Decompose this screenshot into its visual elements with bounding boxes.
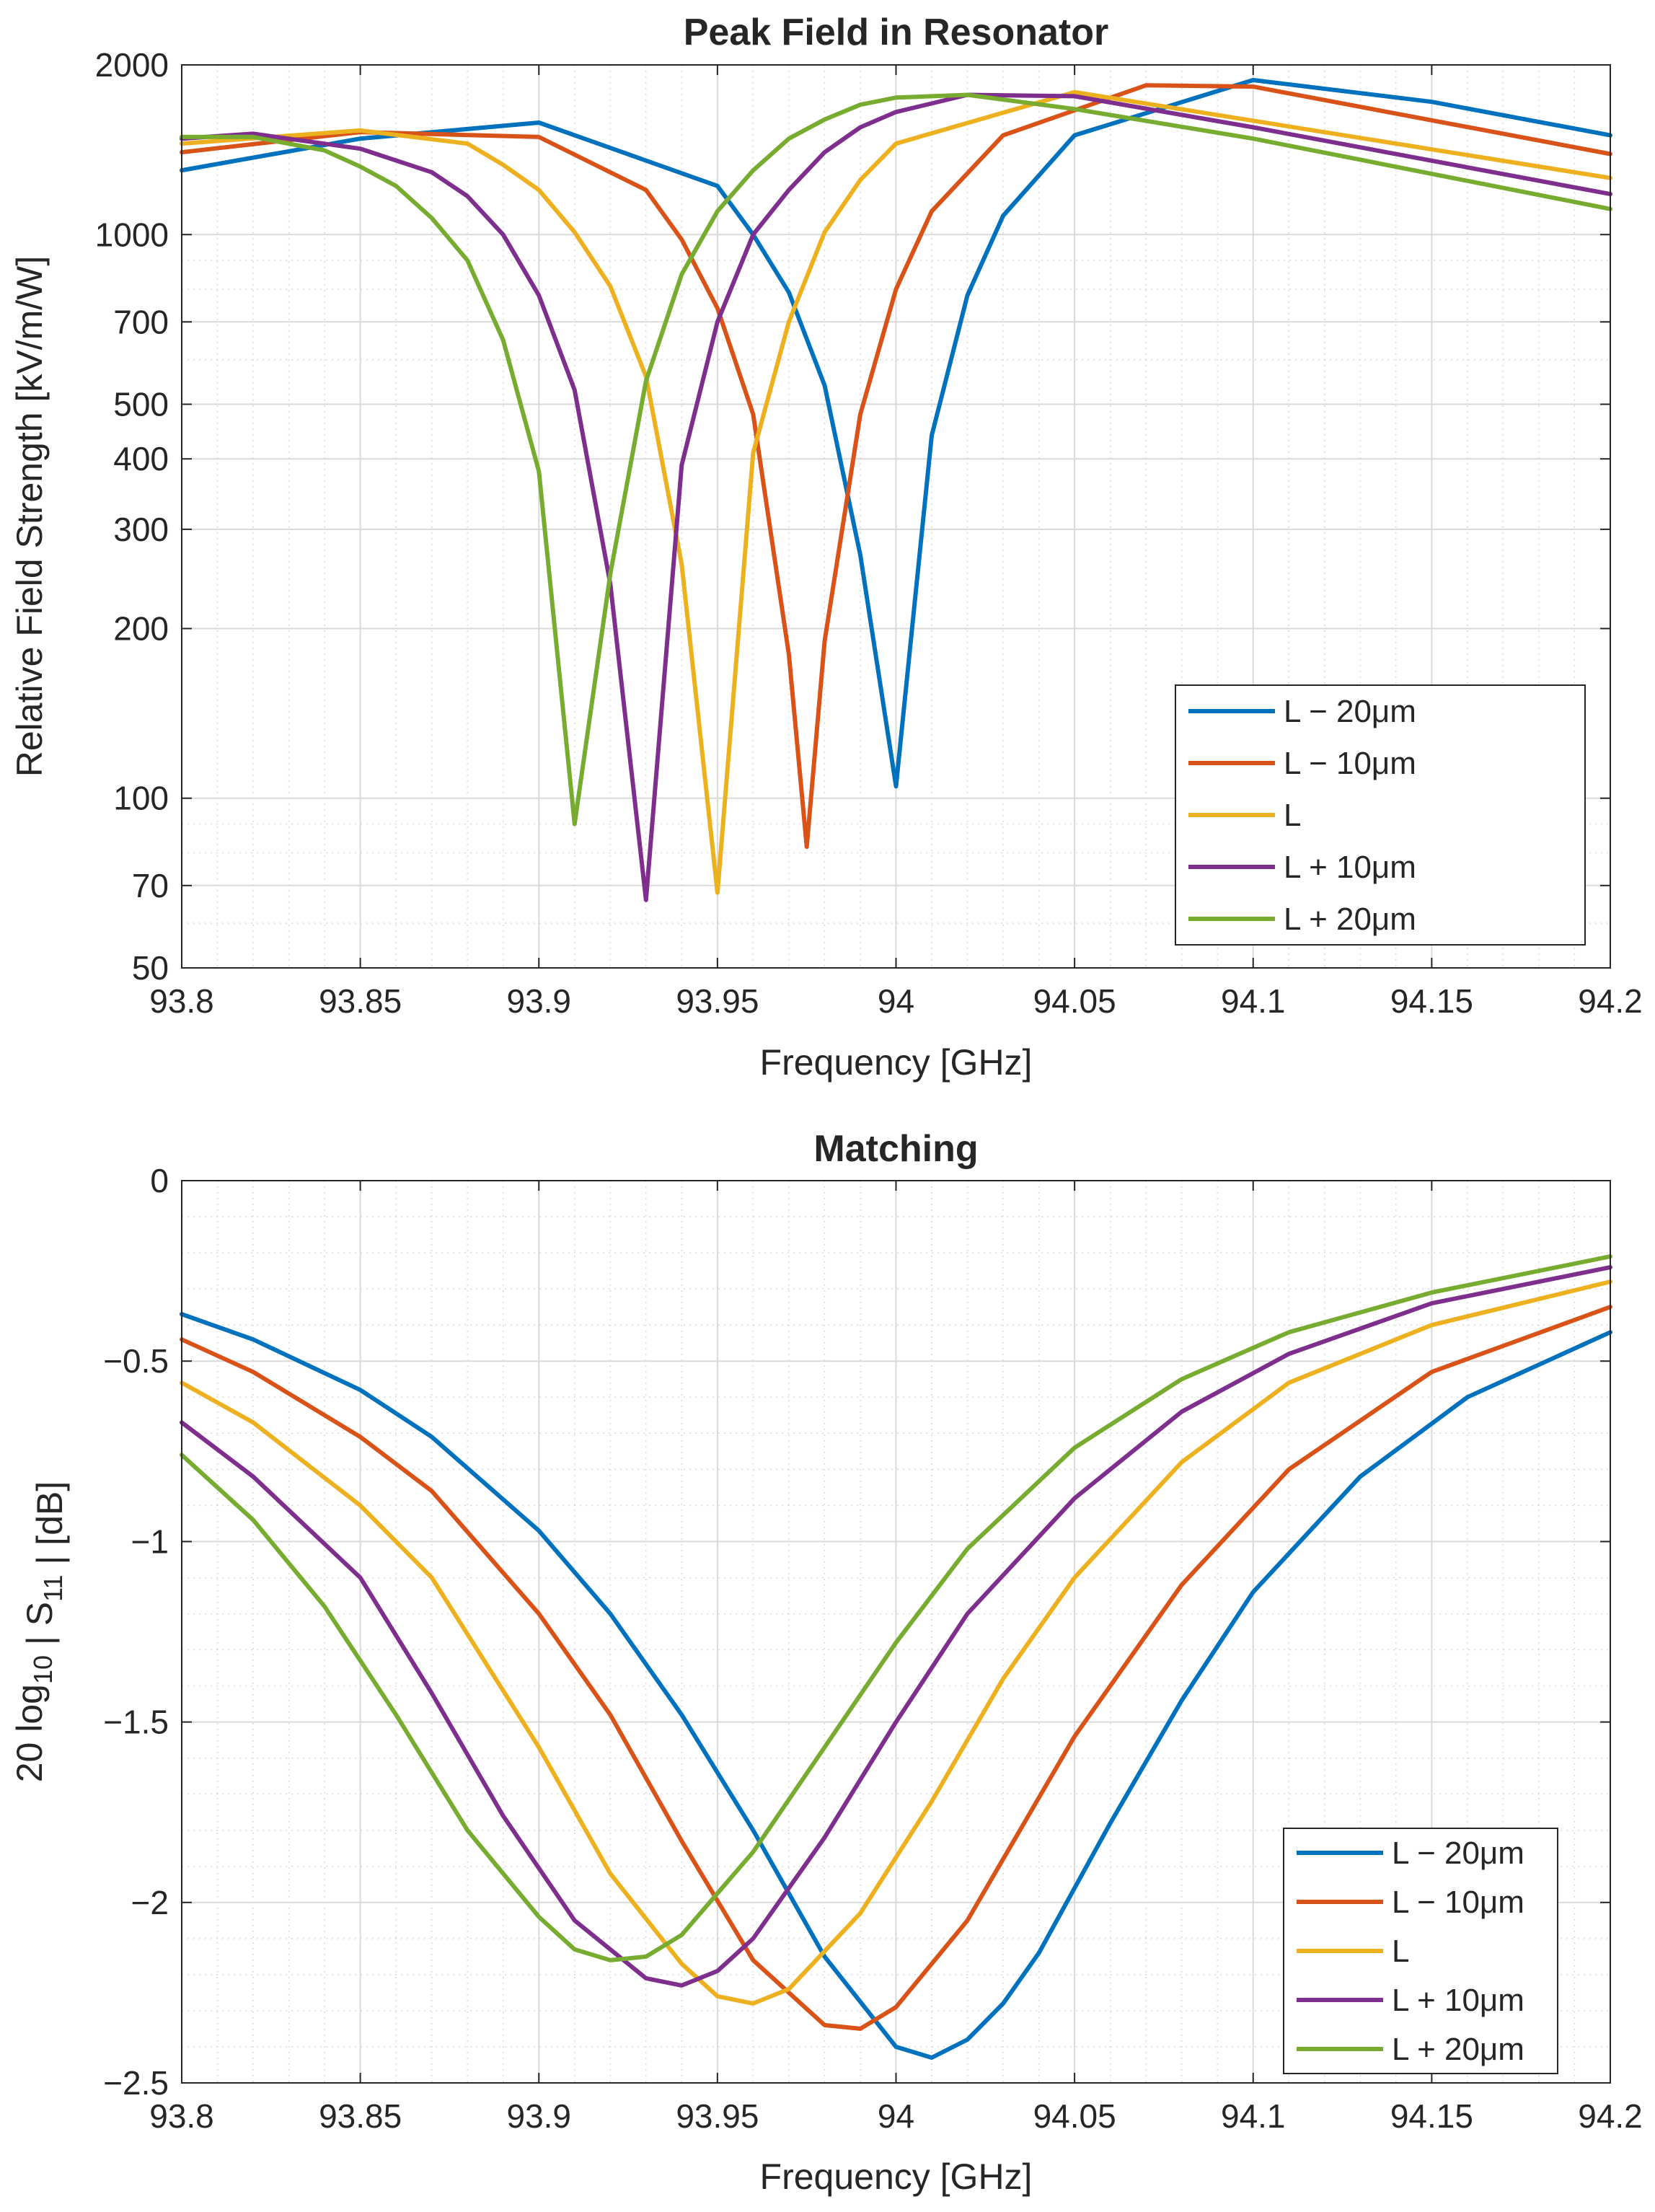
chart-2: 93.8 93.85 93.9 93.95 94 94.05 94.1 94.15 94.2 −2… xyxy=(9,1128,1643,2197)
series-line-3 xyxy=(180,1279,1612,2006)
x-tick-label: 94 xyxy=(878,982,914,1020)
series-line-2 xyxy=(180,83,1612,850)
x-axis-label: Frequency [GHz] xyxy=(760,1042,1033,1083)
legend-label-3: L xyxy=(1284,798,1301,833)
x-tick-label: 94.05 xyxy=(1033,2097,1116,2135)
y-tick-label: 700 xyxy=(113,303,169,340)
y-tick-label: 0 xyxy=(150,1162,169,1199)
y-label-part: | S xyxy=(19,1602,60,1655)
x-tick-label: 94.15 xyxy=(1390,982,1473,1020)
series-line-3 xyxy=(180,89,1612,895)
legend: L − 20μm L − 10μm L L + 10μm L + 20μm xyxy=(1175,684,1586,946)
x-tick-label: 94.05 xyxy=(1033,982,1116,1020)
y-axis-label: Relative Field Strength [kV/m/W] xyxy=(9,256,50,777)
legend: L − 20μm L − 10μm L L + 10μm L + 20μm xyxy=(1283,1828,1558,2074)
x-tick-label: 93.8 xyxy=(149,2097,214,2135)
ticks: 93.8 93.85 93.9 93.95 94 94.05 94.1 94.15 94.2 50… xyxy=(95,46,1643,1020)
y-tick-label: −1.5 xyxy=(103,1704,169,1741)
chart-title: Matching xyxy=(813,1128,978,1170)
x-tick-label: 94.15 xyxy=(1390,2097,1473,2135)
legend-label-2: L − 10μm xyxy=(1284,746,1416,781)
series-group xyxy=(180,78,1612,902)
y-tick-label: 300 xyxy=(113,511,169,548)
y-tick-label: 400 xyxy=(113,440,169,477)
series-line-5 xyxy=(180,92,1612,827)
x-tick-label: 93.95 xyxy=(676,2097,759,2135)
x-tick-label: 94.1 xyxy=(1221,2097,1286,2135)
x-tick-label: 93.9 xyxy=(506,2097,571,2135)
x-tick-label: 93.8 xyxy=(149,982,214,1020)
y-label-subscript: 10 xyxy=(28,1655,58,1684)
x-tick-label: 93.85 xyxy=(319,982,402,1020)
legend-label-1: L − 20μm xyxy=(1392,1836,1524,1871)
series-line-5 xyxy=(180,1254,1612,1962)
legend-label-5: L + 20μm xyxy=(1284,902,1416,937)
y-tick-label: 200 xyxy=(113,609,169,647)
series-line-2 xyxy=(180,1305,1612,2031)
x-tick-label: 94 xyxy=(878,2097,914,2135)
x-tick-label: 93.9 xyxy=(506,982,571,1020)
x-tick-label: 94.2 xyxy=(1578,982,1643,1020)
chart-1: 93.8 93.85 93.9 93.95 94 94.05 94.1 94.15 94.2 50… xyxy=(9,12,1643,1083)
legend-label-5: L + 20μm xyxy=(1392,2032,1524,2067)
x-tick-label: 93.85 xyxy=(319,2097,402,2135)
x-axis-label: Frequency [GHz] xyxy=(760,2156,1033,2197)
ticks: 93.8 93.85 93.9 93.95 94 94.05 94.1 94.15 94.2 −2… xyxy=(103,1162,1643,2135)
y-label-part: | [dB] xyxy=(30,1481,70,1575)
y-tick-label: 2000 xyxy=(95,46,169,84)
y-axis-label: 20 log10 | S11 | [dB] xyxy=(9,1481,70,1783)
x-tick-label: 93.95 xyxy=(676,982,759,1020)
series-line-1 xyxy=(180,1312,1612,2060)
y-tick-label: −0.5 xyxy=(103,1342,169,1380)
y-tick-label: −2 xyxy=(131,1884,169,1921)
y-label-subscript: 11 xyxy=(38,1574,68,1601)
legend-label-1: L − 20μm xyxy=(1284,694,1416,729)
y-tick-label: 50 xyxy=(132,949,169,987)
legend-label-3: L xyxy=(1392,1934,1409,1969)
legend-label-4: L + 10μm xyxy=(1392,1983,1524,2018)
y-label-part: 20 log xyxy=(9,1684,50,1782)
y-tick-label: −1 xyxy=(131,1523,169,1560)
series-line-4 xyxy=(180,92,1612,902)
y-tick-label: 1000 xyxy=(95,216,169,253)
x-tick-label: 94.2 xyxy=(1578,2097,1643,2135)
legend-label-4: L + 10μm xyxy=(1284,850,1416,885)
chart-title: Peak Field in Resonator xyxy=(684,12,1109,53)
y-tick-label: −2.5 xyxy=(103,2064,169,2102)
legend-label-2: L − 10μm xyxy=(1392,1885,1524,1920)
x-tick-label: 94.1 xyxy=(1221,982,1286,1020)
series-line-4 xyxy=(180,1265,1612,1988)
series-group xyxy=(180,1254,1612,2060)
y-tick-label: 500 xyxy=(113,386,169,423)
y-tick-label: 100 xyxy=(113,780,169,817)
y-tick-label: 70 xyxy=(132,867,169,904)
